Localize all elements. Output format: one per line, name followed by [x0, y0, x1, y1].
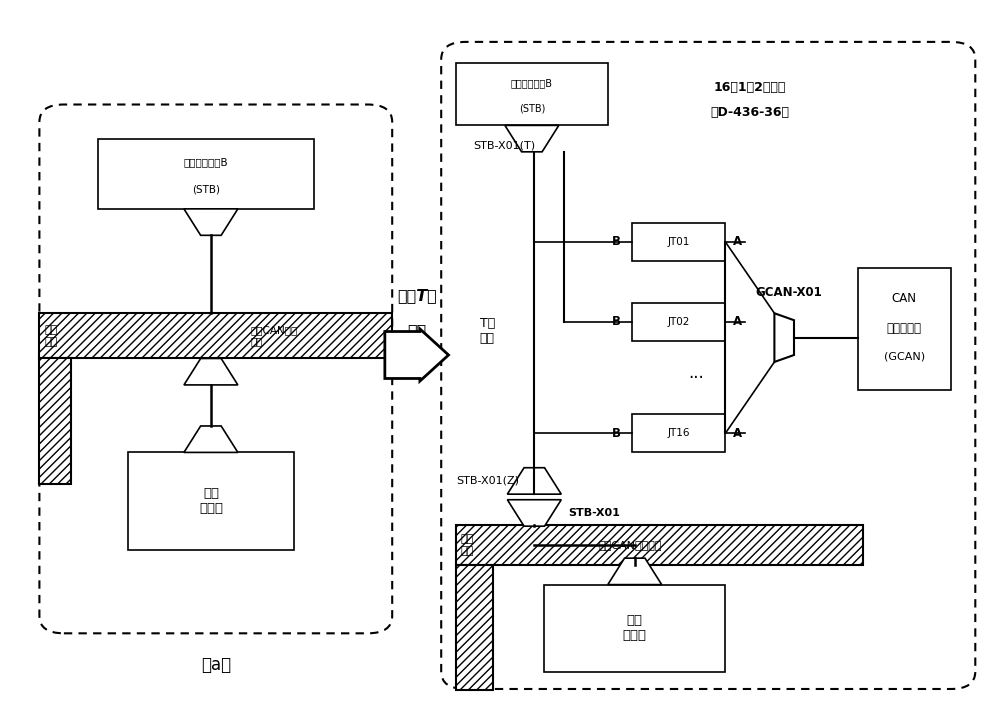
Text: 数字星敏感器B: 数字星敏感器B — [511, 78, 553, 89]
Bar — [98, 139, 314, 209]
Text: 卫星
舱板: 卫星 舱板 — [461, 534, 474, 556]
Bar — [39, 359, 71, 484]
Text: ···: ··· — [688, 368, 704, 387]
Text: GCAN-X01: GCAN-X01 — [756, 286, 822, 299]
Text: 星上CAN分支
电缆: 星上CAN分支 电缆 — [250, 325, 297, 346]
Bar — [858, 268, 951, 390]
Bar — [632, 302, 725, 341]
Text: STB-X01: STB-X01 — [569, 508, 620, 518]
Bar — [39, 313, 392, 359]
Bar — [456, 565, 493, 690]
Text: A: A — [733, 315, 742, 329]
Text: B: B — [612, 427, 621, 439]
Text: 接入T型: 接入T型 — [397, 288, 437, 303]
Polygon shape — [385, 329, 449, 381]
Text: 16个1分2连接器: 16个1分2连接器 — [714, 81, 786, 94]
Polygon shape — [507, 468, 561, 494]
Text: 隔离转发器: 隔离转发器 — [887, 322, 922, 335]
Polygon shape — [608, 558, 662, 584]
Text: （a）: （a） — [201, 655, 231, 674]
Polygon shape — [507, 500, 561, 526]
Polygon shape — [184, 426, 238, 452]
FancyBboxPatch shape — [39, 104, 392, 633]
Text: A: A — [733, 427, 742, 439]
Text: (STB): (STB) — [192, 185, 220, 195]
Text: 电缆: 电缆 — [407, 323, 426, 338]
Bar — [128, 452, 294, 550]
Polygon shape — [774, 313, 794, 362]
Text: CAN: CAN — [892, 292, 917, 305]
Text: JT01: JT01 — [668, 237, 690, 247]
Text: 卫星
舱板: 卫星 舱板 — [44, 325, 58, 346]
Text: 星载
计算机: 星载 计算机 — [623, 614, 647, 642]
Bar — [456, 525, 863, 565]
Text: 数字星敏感器B: 数字星敏感器B — [184, 157, 228, 168]
Text: 星载
计算机: 星载 计算机 — [199, 487, 223, 515]
Text: (STB): (STB) — [519, 104, 545, 114]
Text: T型
电缆: T型 电缆 — [480, 317, 495, 344]
Text: (GCAN): (GCAN) — [884, 352, 925, 362]
FancyBboxPatch shape — [441, 42, 975, 689]
Bar — [632, 414, 725, 452]
Bar — [456, 62, 608, 126]
Bar — [632, 223, 725, 261]
Text: B: B — [612, 315, 621, 329]
Text: 星上CAN分支电缆: 星上CAN分支电缆 — [598, 540, 662, 550]
Polygon shape — [184, 359, 238, 385]
Text: STB-X01(Z): STB-X01(Z) — [457, 476, 520, 486]
Text: B: B — [612, 236, 621, 248]
Text: JT02: JT02 — [668, 317, 690, 327]
Text: STB-X01(T): STB-X01(T) — [473, 141, 535, 151]
Polygon shape — [184, 209, 238, 235]
Bar — [544, 584, 725, 672]
Polygon shape — [505, 126, 559, 152]
Text: JT16: JT16 — [668, 428, 690, 438]
Text: （D-436-36）: （D-436-36） — [710, 106, 789, 119]
Text: A: A — [733, 236, 742, 248]
